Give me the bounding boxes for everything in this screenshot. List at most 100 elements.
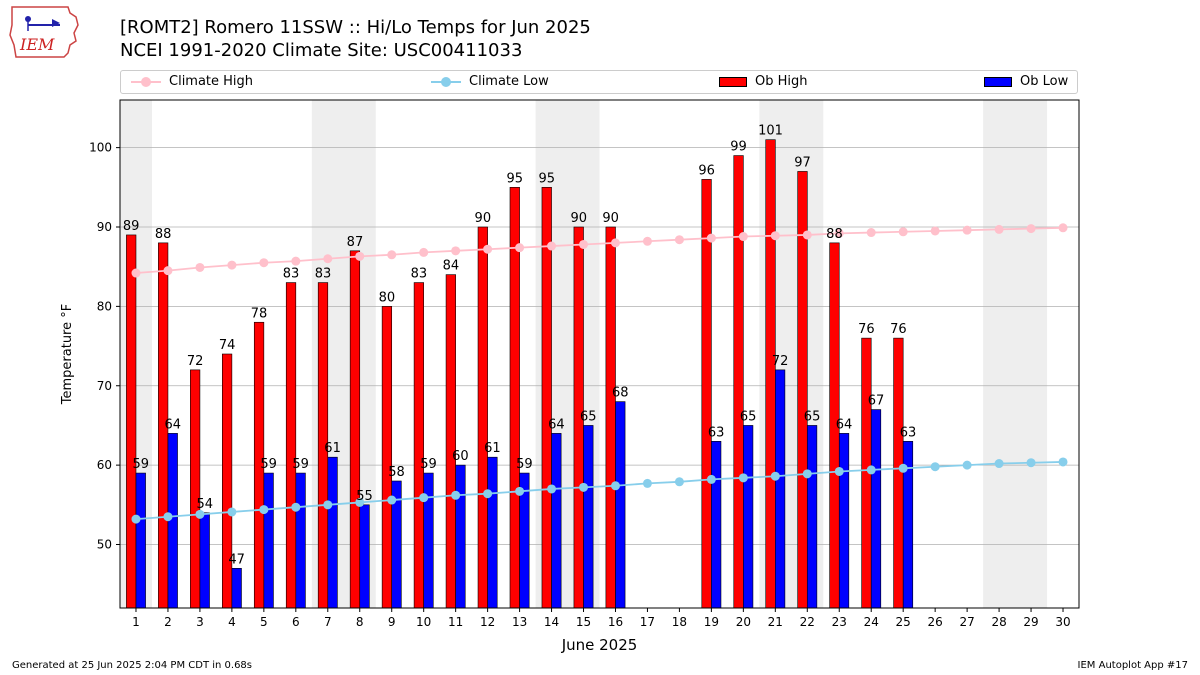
iem-logo: IEM: [8, 5, 82, 59]
climate-low-point: [770, 471, 780, 481]
x-tick-label: 13: [512, 615, 527, 629]
x-tick-label: 30: [1055, 615, 1070, 629]
ob-low-bar: [743, 425, 754, 609]
climate-low-point: [515, 486, 525, 496]
x-tick-label: 8: [356, 615, 364, 629]
ob-low-value-label: 54: [196, 497, 213, 512]
climate-high-point: [483, 244, 493, 254]
legend-climate-low-swatch: [431, 76, 461, 88]
x-tick-label: 9: [388, 615, 396, 629]
x-tick-label: 24: [864, 615, 879, 629]
y-tick-label: 100: [89, 141, 112, 155]
ob-low-bar: [295, 472, 306, 609]
climate-low-point: [1026, 458, 1036, 468]
ob-high-value-label: 80: [379, 290, 396, 305]
ob-low-value-label: 72: [772, 354, 789, 369]
ob-low-value-label: 58: [388, 465, 405, 480]
climate-low-point: [259, 505, 269, 515]
ob-high-value-label: 87: [347, 235, 364, 250]
ob-high-bar: [765, 139, 776, 609]
ob-low-bar: [359, 504, 370, 609]
climate-low-point: [642, 478, 652, 488]
climate-high-point: [738, 232, 748, 242]
legend-ob-high-swatch: [719, 76, 747, 87]
climate-high-point: [259, 258, 269, 268]
climate-high-point: [994, 224, 1004, 234]
climate-low-point: [866, 465, 876, 475]
y-tick-label: 90: [97, 220, 112, 234]
ob-high-value-label: 97: [794, 155, 811, 170]
ob-low-bar: [327, 456, 338, 609]
x-tick-label: 4: [228, 615, 236, 629]
ob-high-bar: [733, 155, 744, 609]
x-tick-label: 7: [324, 615, 332, 629]
x-tick-label: 6: [292, 615, 300, 629]
x-tick-label: 1: [132, 615, 140, 629]
x-tick-label: 28: [991, 615, 1006, 629]
ob-low-bar: [775, 369, 786, 609]
ob-low-bar: [870, 409, 882, 609]
climate-low-point: [131, 514, 141, 524]
climate-high-point: [962, 225, 972, 235]
climate-low-point: [483, 489, 493, 499]
climate-high-point: [770, 231, 780, 241]
ob-high-value-label: 83: [411, 267, 428, 282]
generated-note: Generated at 25 Jun 2025 2:04 PM CDT in …: [12, 660, 253, 671]
ob-low-value-label: 65: [740, 409, 757, 424]
ob-low-value-label: 64: [836, 417, 853, 432]
grid-lines: [120, 147, 1079, 545]
x-tick-label: 20: [736, 615, 751, 629]
climate-high-point: [323, 254, 333, 264]
climate-low-point: [547, 484, 557, 494]
ob-low-bar: [551, 433, 562, 609]
ob-high-bar: [349, 250, 361, 609]
climate-high-point: [195, 262, 205, 272]
logo-text: IEM: [19, 35, 55, 54]
climate-high-point: [1058, 223, 1068, 233]
legend-climate-high: Climate High: [131, 74, 253, 89]
ob-low-value-label: 59: [133, 457, 150, 472]
climate-high-point: [227, 260, 237, 270]
ob-high-value-label: 89: [123, 219, 140, 234]
ob-low-value-label: 59: [420, 457, 437, 472]
climate-low-point: [898, 463, 908, 473]
climate-high-point: [802, 230, 812, 240]
climate-high-line: [135, 226, 1064, 274]
ob-low-value-label: 67: [868, 394, 885, 409]
climate-high-point: [898, 227, 908, 237]
ob-high-bar: [190, 369, 201, 609]
ob-low-bar: [806, 425, 818, 609]
climate-high-point: [547, 241, 557, 251]
ob-high-value-label: 95: [538, 171, 555, 186]
plot-frame: [119, 99, 1080, 609]
legend-climate-low-label: Climate Low: [469, 74, 549, 89]
climate-high-point: [451, 246, 461, 256]
climate-high-point: [642, 236, 652, 246]
legend-ob-low-label: Ob Low: [1020, 74, 1069, 89]
ob-high-bar: [445, 274, 456, 609]
ob-high-value-label: 90: [602, 211, 619, 226]
climate-low-point: [738, 473, 748, 483]
climate-high-point: [163, 266, 173, 276]
legend-ob-high: Ob High: [719, 74, 808, 89]
x-tick-label: 14: [544, 615, 559, 629]
ob-low-bar: [838, 433, 850, 609]
climate-high-point: [515, 243, 525, 253]
x-tick-label: 23: [832, 615, 847, 629]
y-tick-label: 50: [97, 538, 112, 552]
climate-low-point: [994, 459, 1004, 469]
ob-high-bar: [221, 353, 233, 609]
ob-low-value-label: 59: [292, 457, 309, 472]
legend-climate-low: Climate Low: [431, 74, 549, 89]
ob-low-value-label: 64: [548, 417, 565, 432]
climate-high-point: [674, 235, 684, 245]
ob-high-bar: [285, 282, 297, 609]
x-tick-label: 10: [416, 615, 431, 629]
ob-low-bar: [199, 512, 210, 609]
climate-high-point: [706, 233, 716, 243]
x-tick-label: 26: [928, 615, 943, 629]
ob-low-value-label: 63: [900, 425, 917, 440]
climate-high-point: [1026, 224, 1036, 234]
